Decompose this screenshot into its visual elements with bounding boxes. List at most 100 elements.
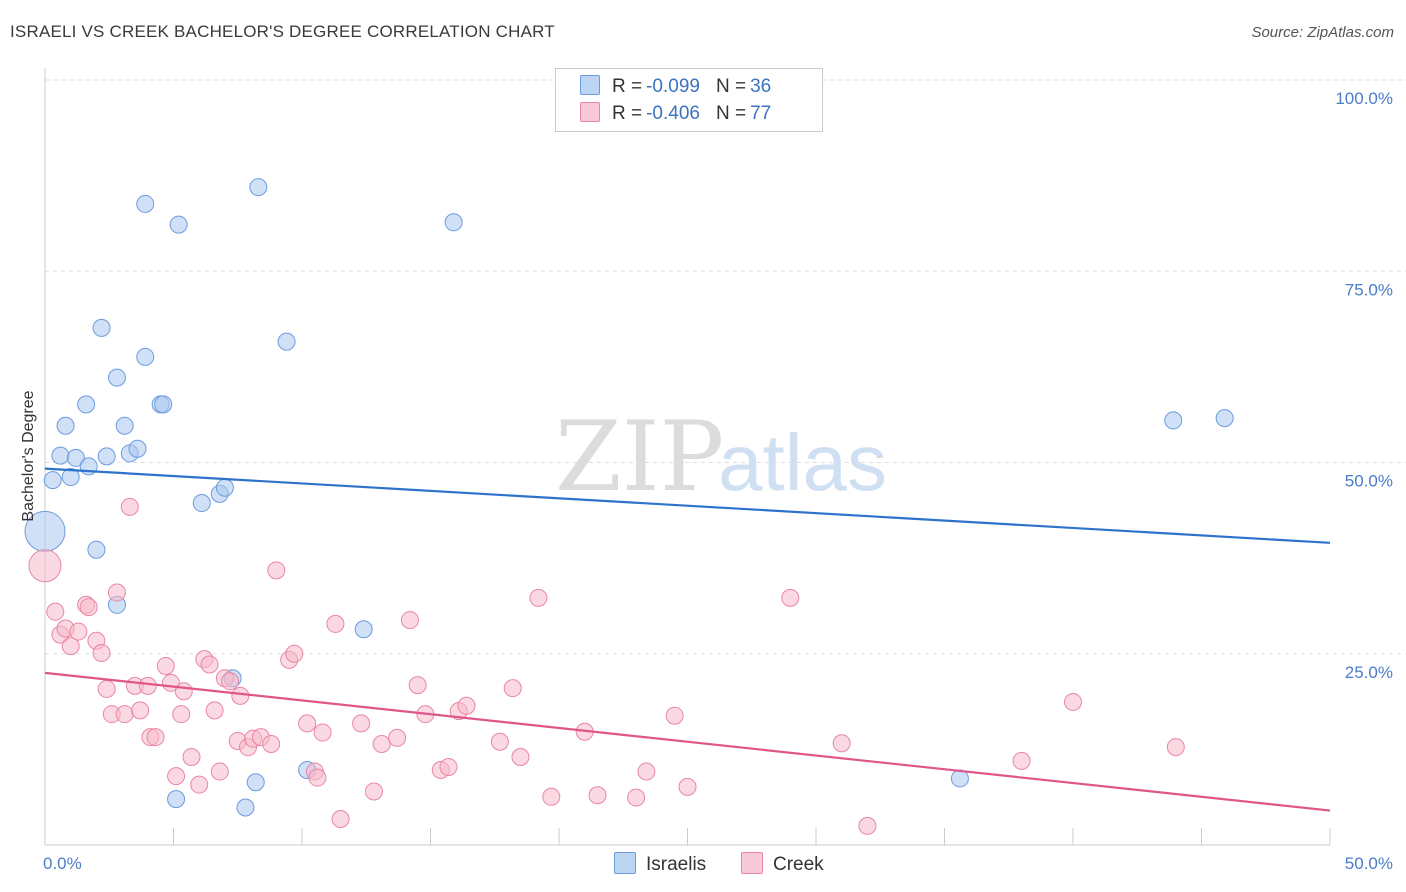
point-israelis xyxy=(136,347,155,366)
point-israelis xyxy=(1215,409,1234,428)
series-creek xyxy=(28,497,1185,835)
point-creek xyxy=(858,816,877,835)
x-tick-labels: 0.0% 50.0% xyxy=(43,854,1393,873)
point-israelis xyxy=(115,416,134,435)
point-creek xyxy=(285,644,304,663)
point-israelis xyxy=(246,773,265,792)
point-israelis xyxy=(51,446,70,465)
point-creek xyxy=(231,686,250,705)
legend-label-creek: Creek xyxy=(773,854,824,875)
point-israelis xyxy=(277,332,296,351)
point-israelis xyxy=(107,368,126,387)
point-creek xyxy=(364,782,383,801)
point-creek xyxy=(221,672,240,691)
point-creek xyxy=(503,679,522,698)
r-label: R = xyxy=(612,103,643,124)
point-creek xyxy=(120,497,139,516)
data-points xyxy=(24,178,1234,835)
point-creek xyxy=(97,679,116,698)
y-tick-label: 25.0% xyxy=(1345,663,1393,682)
point-israelis xyxy=(43,471,62,490)
point-creek xyxy=(28,549,62,583)
point-israelis xyxy=(66,448,85,467)
point-creek xyxy=(205,701,224,720)
point-israelis xyxy=(192,494,211,513)
point-creek xyxy=(542,787,561,806)
point-israelis xyxy=(92,318,111,337)
point-creek xyxy=(665,706,684,725)
r-label: R = xyxy=(612,76,643,97)
point-israelis xyxy=(167,790,186,809)
point-creek xyxy=(182,748,201,767)
point-israelis xyxy=(97,447,116,466)
trend-line-israelis xyxy=(44,467,1331,544)
x-tick-label: 0.0% xyxy=(43,854,82,873)
point-creek xyxy=(138,676,157,695)
point-creek xyxy=(627,788,646,807)
point-israelis xyxy=(61,468,80,487)
point-creek xyxy=(146,728,165,747)
r-value-creek: -0.406 xyxy=(646,103,700,124)
point-creek xyxy=(313,723,332,742)
point-creek xyxy=(267,561,286,580)
point-creek xyxy=(352,714,371,733)
point-creek xyxy=(1166,738,1185,757)
point-creek xyxy=(92,643,111,662)
chart-title: ISRAELI VS CREEK BACHELOR'S DEGREE CORRE… xyxy=(10,22,555,41)
point-creek xyxy=(832,734,851,753)
legend-swatch-israelis xyxy=(580,75,600,95)
point-creek xyxy=(1064,692,1082,711)
point-creek xyxy=(107,583,126,602)
point-israelis xyxy=(249,178,268,197)
axes xyxy=(44,68,1331,846)
point-creek xyxy=(131,701,150,720)
n-value-israelis: 36 xyxy=(750,76,772,97)
legend-item-creek: Creek xyxy=(741,852,824,876)
point-creek xyxy=(61,637,80,656)
legend-swatch-creek xyxy=(741,852,763,874)
y-tick-label: 75.0% xyxy=(1345,280,1393,299)
trend-line-creek xyxy=(44,671,1331,812)
legend-row-creek: R = -0.406 N = 77 xyxy=(580,102,771,128)
grid-lines xyxy=(45,79,1406,655)
legend-swatch-creek xyxy=(580,102,600,122)
point-israelis xyxy=(56,416,75,435)
point-creek xyxy=(637,762,656,781)
point-creek xyxy=(308,768,327,787)
legend-swatch-israelis xyxy=(614,852,636,874)
point-creek xyxy=(457,696,476,715)
point-creek xyxy=(210,762,229,781)
point-creek xyxy=(781,588,800,607)
watermark-atlas: atlas xyxy=(718,418,887,507)
trend-lines xyxy=(44,467,1331,812)
point-creek xyxy=(331,809,350,828)
legend-item-israelis: Israelis xyxy=(614,852,706,876)
point-israelis xyxy=(215,478,234,497)
point-israelis xyxy=(1164,411,1183,430)
point-creek xyxy=(400,611,419,630)
point-creek xyxy=(1012,751,1031,770)
n-value-creek: 77 xyxy=(750,103,772,124)
point-creek xyxy=(511,748,530,767)
point-creek xyxy=(408,676,427,695)
source-label: Source: ZipAtlas.com xyxy=(1251,24,1394,41)
point-creek xyxy=(167,767,186,786)
point-israelis xyxy=(77,395,96,414)
point-creek xyxy=(326,614,345,633)
x-tick-label: 50.0% xyxy=(1345,854,1393,873)
point-creek xyxy=(298,714,317,733)
point-creek xyxy=(46,602,65,621)
point-israelis xyxy=(136,194,155,213)
point-creek xyxy=(79,598,98,617)
point-creek xyxy=(262,735,281,754)
point-creek xyxy=(156,656,175,675)
y-tick-label: 100.0% xyxy=(1335,89,1393,108)
point-creek xyxy=(588,786,607,805)
y-tick-labels: 100.0% 75.0% 50.0% 25.0% xyxy=(1335,89,1393,682)
point-creek xyxy=(529,588,548,607)
point-creek xyxy=(115,705,134,724)
point-israelis xyxy=(87,540,106,559)
legend-row-israelis: R = -0.099 N = 36 xyxy=(580,75,771,101)
point-creek xyxy=(439,757,458,776)
